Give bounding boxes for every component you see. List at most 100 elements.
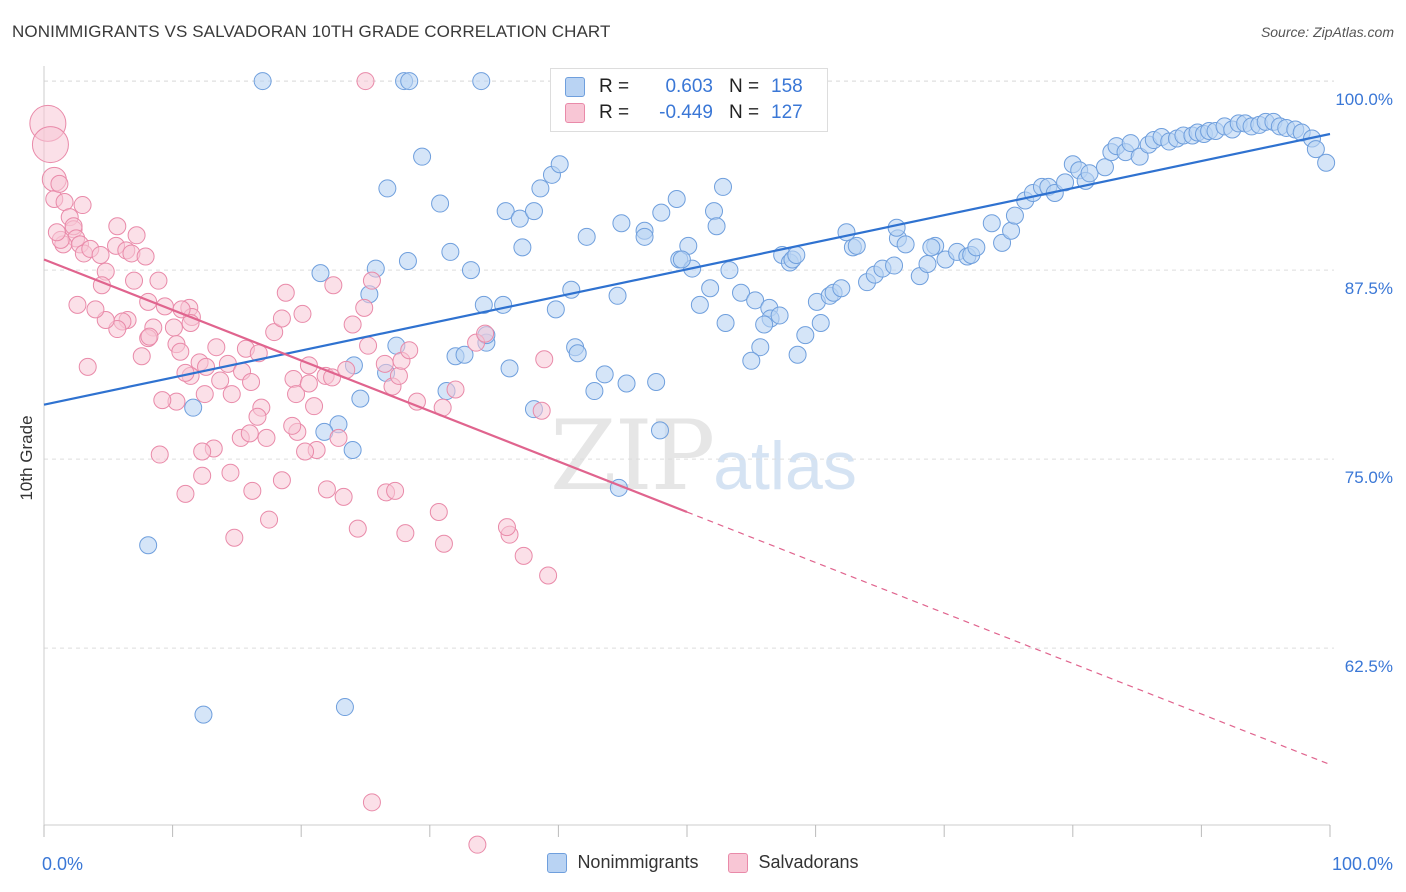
nonimmigrants-point xyxy=(993,233,1012,252)
salvadorans-point xyxy=(248,407,267,426)
nonimmigrants-point xyxy=(796,326,815,345)
salvadorans-point xyxy=(532,401,551,420)
legend-row-salvadorans: R = -0.449 N = 127 xyxy=(565,101,803,125)
nonimmigrants-point xyxy=(617,374,636,393)
nonimmigrants-point xyxy=(568,344,587,363)
nonimmigrants-point xyxy=(787,245,806,264)
salvadorans-point xyxy=(272,471,291,490)
legend-row-nonimmigrants: R = 0.603 N = 158 xyxy=(565,75,803,99)
salvadorans-point xyxy=(193,466,212,485)
nonimmigrants-point xyxy=(896,235,915,254)
salvadorans-point xyxy=(153,391,172,410)
nonimmigrants-point xyxy=(1306,140,1325,159)
salvadorans-point xyxy=(127,226,146,245)
tick-labels: 100.0% 87.5% 75.0% 62.5% 0.0% 100.0% 10th Grad… xyxy=(17,90,1393,874)
nonimmigrants-point xyxy=(922,238,941,257)
nonimmigrants-point xyxy=(494,295,513,314)
salvadorans-point xyxy=(343,315,362,334)
nonimmigrants-point xyxy=(311,264,330,283)
salvadorans-point xyxy=(78,357,97,376)
nonimmigrants-point xyxy=(1080,164,1099,183)
salvadorans-point xyxy=(283,416,302,435)
salvadorans-point xyxy=(359,336,378,355)
legend-label: Nonimmigrants xyxy=(577,852,699,872)
salvadorans-point xyxy=(86,300,105,319)
salvadorans-point xyxy=(287,385,306,404)
salvadorans-point xyxy=(164,318,183,337)
nonimmigrants-point xyxy=(139,536,158,555)
nonimmigrants-point xyxy=(184,398,203,417)
legend-r-value: -0.449 xyxy=(659,102,713,123)
salvadorans-point xyxy=(193,442,212,461)
salvadorans-point xyxy=(296,442,315,461)
salvadorans-point xyxy=(91,245,110,264)
nonimmigrants-point xyxy=(672,250,691,269)
salvadorans-point xyxy=(171,342,190,361)
y-tick-label: 75.0% xyxy=(1345,468,1393,487)
watermark-atlas: atlas xyxy=(713,428,857,504)
nonimmigrants-point xyxy=(635,227,654,246)
salvadorans-point xyxy=(429,503,448,522)
legend-item-nonimmigrants[interactable]: Nonimmigrants xyxy=(547,852,698,873)
nonimmigrants-point xyxy=(398,252,417,271)
legend-r-label: R = xyxy=(599,102,630,123)
salvadorans-point xyxy=(73,196,92,215)
legend-n-value: 158 xyxy=(771,76,803,97)
y-tick-label: 62.5% xyxy=(1345,657,1393,676)
nonimmigrants-point xyxy=(652,203,671,222)
nonimmigrants-point xyxy=(595,365,614,384)
nonimmigrants-point xyxy=(351,389,370,408)
legend-n-label: N = xyxy=(729,102,760,123)
salvadorans-point xyxy=(386,481,405,500)
salvadorans-point xyxy=(375,354,394,373)
legend-n-value: 127 xyxy=(771,102,803,123)
salvadorans-trend-extension xyxy=(686,511,1331,766)
salvadorans-point xyxy=(132,347,151,366)
nonimmigrants-point xyxy=(885,256,904,275)
nonimmigrants-point xyxy=(546,300,565,319)
nonimmigrants-point xyxy=(982,214,1001,233)
salvadorans-point xyxy=(362,793,381,812)
legend-item-salvadorans[interactable]: Salvadorans xyxy=(728,852,859,873)
salvadorans-point xyxy=(242,372,261,391)
salvadorans-point xyxy=(434,534,453,553)
watermark: ZIPatlas xyxy=(550,400,857,512)
salvadorans-point xyxy=(68,295,87,314)
salvadorans-point xyxy=(497,518,516,537)
salvadorans-points xyxy=(29,72,606,854)
nonimmigrants-point xyxy=(705,202,724,221)
grid xyxy=(44,80,1334,649)
trend-lines xyxy=(43,132,1331,766)
nonimmigrants-point xyxy=(667,190,686,209)
salvadorans-point xyxy=(222,385,241,404)
salvadorans-point xyxy=(400,341,419,360)
salvadorans-point xyxy=(125,271,144,290)
salvadorans-point xyxy=(356,72,375,91)
nonimmigrants-point xyxy=(847,236,866,255)
salvadorans-point xyxy=(535,350,554,369)
y-tick-label: 100.0% xyxy=(1335,90,1393,109)
nonimmigrants-point xyxy=(788,345,807,364)
nonimmigrants-point xyxy=(455,345,474,364)
salvadorans-point xyxy=(195,385,214,404)
nonimmigrants-point xyxy=(690,295,709,314)
nonimmigrants-point xyxy=(1095,158,1114,177)
salvadorans-point xyxy=(50,174,69,193)
nonimmigrants-point xyxy=(524,202,543,221)
salvadorans-point xyxy=(329,428,348,447)
salvadorans-point xyxy=(140,327,159,346)
nonimmigrants-point xyxy=(431,194,450,213)
nonimmigrants-point xyxy=(335,698,354,717)
salvadorans-point xyxy=(355,298,374,317)
nonimmigrants-point xyxy=(701,279,720,298)
nonimmigrants-point xyxy=(400,72,419,91)
nonimmigrants-point xyxy=(647,372,666,391)
legend-r-label: R = xyxy=(599,76,630,97)
nonimmigrants-point xyxy=(770,306,789,325)
blue-swatch xyxy=(547,852,568,873)
salvadorans-point xyxy=(539,566,558,585)
salvadorans-point xyxy=(305,397,324,416)
salvadorans-point xyxy=(240,424,259,443)
nonimmigrants-point xyxy=(461,261,480,280)
